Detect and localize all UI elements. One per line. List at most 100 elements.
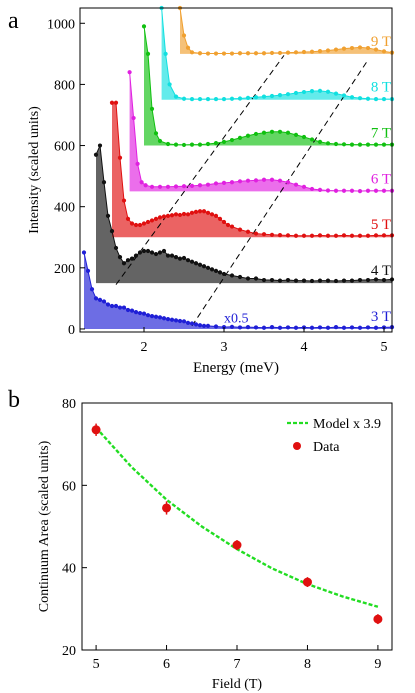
point-4-t-7 xyxy=(121,261,127,266)
panel-a-chart: a 2 3 4 5 0 200 400 600 800 1000 3 T 4 T 5 T 6 T 7 T 8… xyxy=(8,5,395,376)
point-6-t-15 xyxy=(229,180,235,185)
point-4-t-19 xyxy=(169,253,175,258)
point-9-t-11 xyxy=(253,51,259,56)
point-5-t-2 xyxy=(117,155,123,160)
point-7-t-20 xyxy=(285,130,291,135)
point-4-t-25 xyxy=(193,261,199,266)
point-6-t-16 xyxy=(237,179,243,184)
point-7-t-19 xyxy=(277,129,283,134)
point-3-t-24 xyxy=(177,318,183,324)
y-tick-label-0: 0 xyxy=(68,323,75,338)
point-9-t-21 xyxy=(333,47,339,52)
x-tick-label-3: 3 xyxy=(221,340,228,355)
x-tick-label-2: 2 xyxy=(141,340,148,355)
point-5-t-41 xyxy=(317,233,323,238)
point-5-t-33 xyxy=(253,231,259,236)
point-9-t-25 xyxy=(365,45,371,51)
point-4-t-42 xyxy=(301,278,307,283)
b-x-tick-label-9: 9 xyxy=(374,657,381,672)
point-6-t-31 xyxy=(357,188,363,194)
point-9-t-1 xyxy=(181,33,187,38)
point-4-t-5 xyxy=(113,245,119,251)
point-8-t-14 xyxy=(261,94,267,99)
point-9-t-3 xyxy=(189,50,195,55)
point-7-t-3 xyxy=(153,131,159,136)
point-5-t-28 xyxy=(221,219,227,225)
point-6-t-12 xyxy=(205,182,211,187)
panel-a-annotation: x0.5 xyxy=(224,311,249,326)
point-7-t-26 xyxy=(333,141,339,147)
point-4-t-26 xyxy=(197,262,203,267)
point-6-t-5 xyxy=(149,184,155,189)
point-7-t-5 xyxy=(165,141,171,147)
point-4-t-46 xyxy=(333,278,339,284)
point-7-t-15 xyxy=(245,133,251,138)
point-9-t-12 xyxy=(261,51,267,56)
point-3-t-10 xyxy=(121,305,127,310)
point-7-t-25 xyxy=(325,141,331,146)
point-3-t-6 xyxy=(105,302,111,307)
point-3-t-0 xyxy=(81,250,87,255)
point-4-t-38 xyxy=(269,277,275,283)
b-x-tick-label-6: 6 xyxy=(163,657,170,672)
point-9-t-22 xyxy=(341,46,347,51)
point-5-t-14 xyxy=(165,213,171,218)
point-7-t-13 xyxy=(229,137,235,143)
point-5-t-45 xyxy=(349,233,355,238)
point-4-t-1 xyxy=(97,143,103,148)
point-5-t-3 xyxy=(121,198,127,203)
point-5-t-46 xyxy=(357,233,363,238)
point-7-t-8 xyxy=(189,142,195,147)
point-4-t-13 xyxy=(145,248,151,254)
b-y-tick-label-20: 20 xyxy=(62,644,76,659)
point-4-t-12 xyxy=(141,248,147,254)
point-5-t-48 xyxy=(373,233,379,238)
point-4-t-6 xyxy=(117,255,123,260)
series-label-4-t: 4 T xyxy=(371,263,391,279)
point-6-t-10 xyxy=(189,183,195,188)
point-7-t-2 xyxy=(149,106,155,111)
point-6-t-7 xyxy=(165,184,171,189)
point-3-t-9 xyxy=(117,305,123,310)
point-5-t-34 xyxy=(261,232,267,237)
point-3-t-32 xyxy=(213,324,219,329)
point-8-t-23 xyxy=(333,91,339,96)
point-8-t-4 xyxy=(181,96,187,101)
point-8-t-5 xyxy=(189,96,195,102)
point-7-t-29 xyxy=(357,142,363,147)
point-7-t-7 xyxy=(181,142,187,148)
data-point-5 xyxy=(91,425,101,435)
series-label-8-t: 8 T xyxy=(371,80,391,96)
point-9-t-6 xyxy=(213,51,219,56)
point-5-t-23 xyxy=(201,209,207,214)
point-3-t-44 xyxy=(309,325,315,330)
point-9-t-4 xyxy=(197,51,203,56)
fill-3-t xyxy=(84,252,392,329)
point-6-t-9 xyxy=(181,184,187,189)
point-7-t-31 xyxy=(373,142,379,147)
point-6-t-14 xyxy=(221,180,227,185)
point-3-t-2 xyxy=(89,287,95,292)
point-6-t-2 xyxy=(135,161,140,166)
point-9-t-17 xyxy=(301,49,307,55)
point-6-t-24 xyxy=(301,184,307,189)
point-4-t-35 xyxy=(245,276,251,281)
data-point-6 xyxy=(162,503,172,513)
point-4-t-30 xyxy=(213,268,219,273)
point-3-t-27 xyxy=(189,321,195,326)
point-4-t-15 xyxy=(153,251,159,257)
point-3-t-17 xyxy=(149,314,155,319)
point-5-t-4 xyxy=(125,216,131,222)
point-3-t-42 xyxy=(293,325,299,330)
panel-a-series xyxy=(81,5,395,330)
data-point-8 xyxy=(302,577,312,587)
point-8-t-17 xyxy=(285,92,291,97)
point-3-t-8 xyxy=(113,303,119,309)
point-3-t-38 xyxy=(261,325,267,330)
panel-b-axes: 5 6 7 8 9 20 40 60 80 xyxy=(62,397,381,672)
point-4-t-23 xyxy=(185,258,191,263)
point-8-t-27 xyxy=(365,96,371,101)
point-9-t-9 xyxy=(237,51,243,56)
panel-a-plot-frame xyxy=(79,7,393,333)
point-8-t-29 xyxy=(381,96,387,102)
